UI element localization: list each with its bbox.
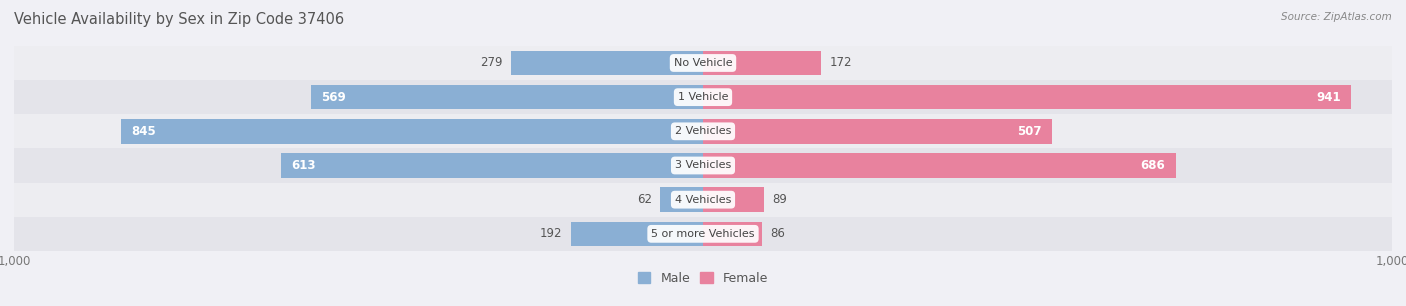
Text: 2 Vehicles: 2 Vehicles bbox=[675, 126, 731, 136]
Text: 4 Vehicles: 4 Vehicles bbox=[675, 195, 731, 205]
Bar bbox=[281, 153, 703, 178]
Text: 5 or more Vehicles: 5 or more Vehicles bbox=[651, 229, 755, 239]
Bar bbox=[510, 51, 703, 75]
Text: No Vehicle: No Vehicle bbox=[673, 58, 733, 68]
Text: 1 Vehicle: 1 Vehicle bbox=[678, 92, 728, 102]
Text: 845: 845 bbox=[131, 125, 156, 138]
Text: 686: 686 bbox=[1140, 159, 1166, 172]
Text: 613: 613 bbox=[291, 159, 315, 172]
Bar bbox=[661, 187, 703, 212]
Text: 3 Vehicles: 3 Vehicles bbox=[675, 160, 731, 170]
Bar bbox=[121, 119, 703, 144]
Bar bbox=[14, 46, 1392, 80]
Text: 192: 192 bbox=[540, 227, 562, 240]
Bar bbox=[14, 114, 1392, 148]
Text: 279: 279 bbox=[479, 57, 502, 69]
Text: 941: 941 bbox=[1316, 91, 1341, 104]
Text: 62: 62 bbox=[637, 193, 652, 206]
Text: 172: 172 bbox=[830, 57, 852, 69]
Text: Vehicle Availability by Sex in Zip Code 37406: Vehicle Availability by Sex in Zip Code … bbox=[14, 12, 344, 27]
Bar bbox=[14, 217, 1392, 251]
Bar bbox=[703, 187, 765, 212]
Text: Source: ZipAtlas.com: Source: ZipAtlas.com bbox=[1281, 12, 1392, 22]
Bar bbox=[703, 119, 1052, 144]
Bar bbox=[703, 51, 821, 75]
Legend: Male, Female: Male, Female bbox=[633, 267, 773, 290]
Bar bbox=[311, 85, 703, 110]
Bar bbox=[14, 80, 1392, 114]
Bar bbox=[703, 153, 1175, 178]
Bar bbox=[571, 222, 703, 246]
Text: 89: 89 bbox=[772, 193, 787, 206]
Text: 86: 86 bbox=[770, 227, 786, 240]
Text: 569: 569 bbox=[322, 91, 346, 104]
Bar bbox=[14, 183, 1392, 217]
Bar bbox=[14, 148, 1392, 183]
Bar bbox=[703, 85, 1351, 110]
Bar bbox=[703, 222, 762, 246]
Text: 507: 507 bbox=[1018, 125, 1042, 138]
